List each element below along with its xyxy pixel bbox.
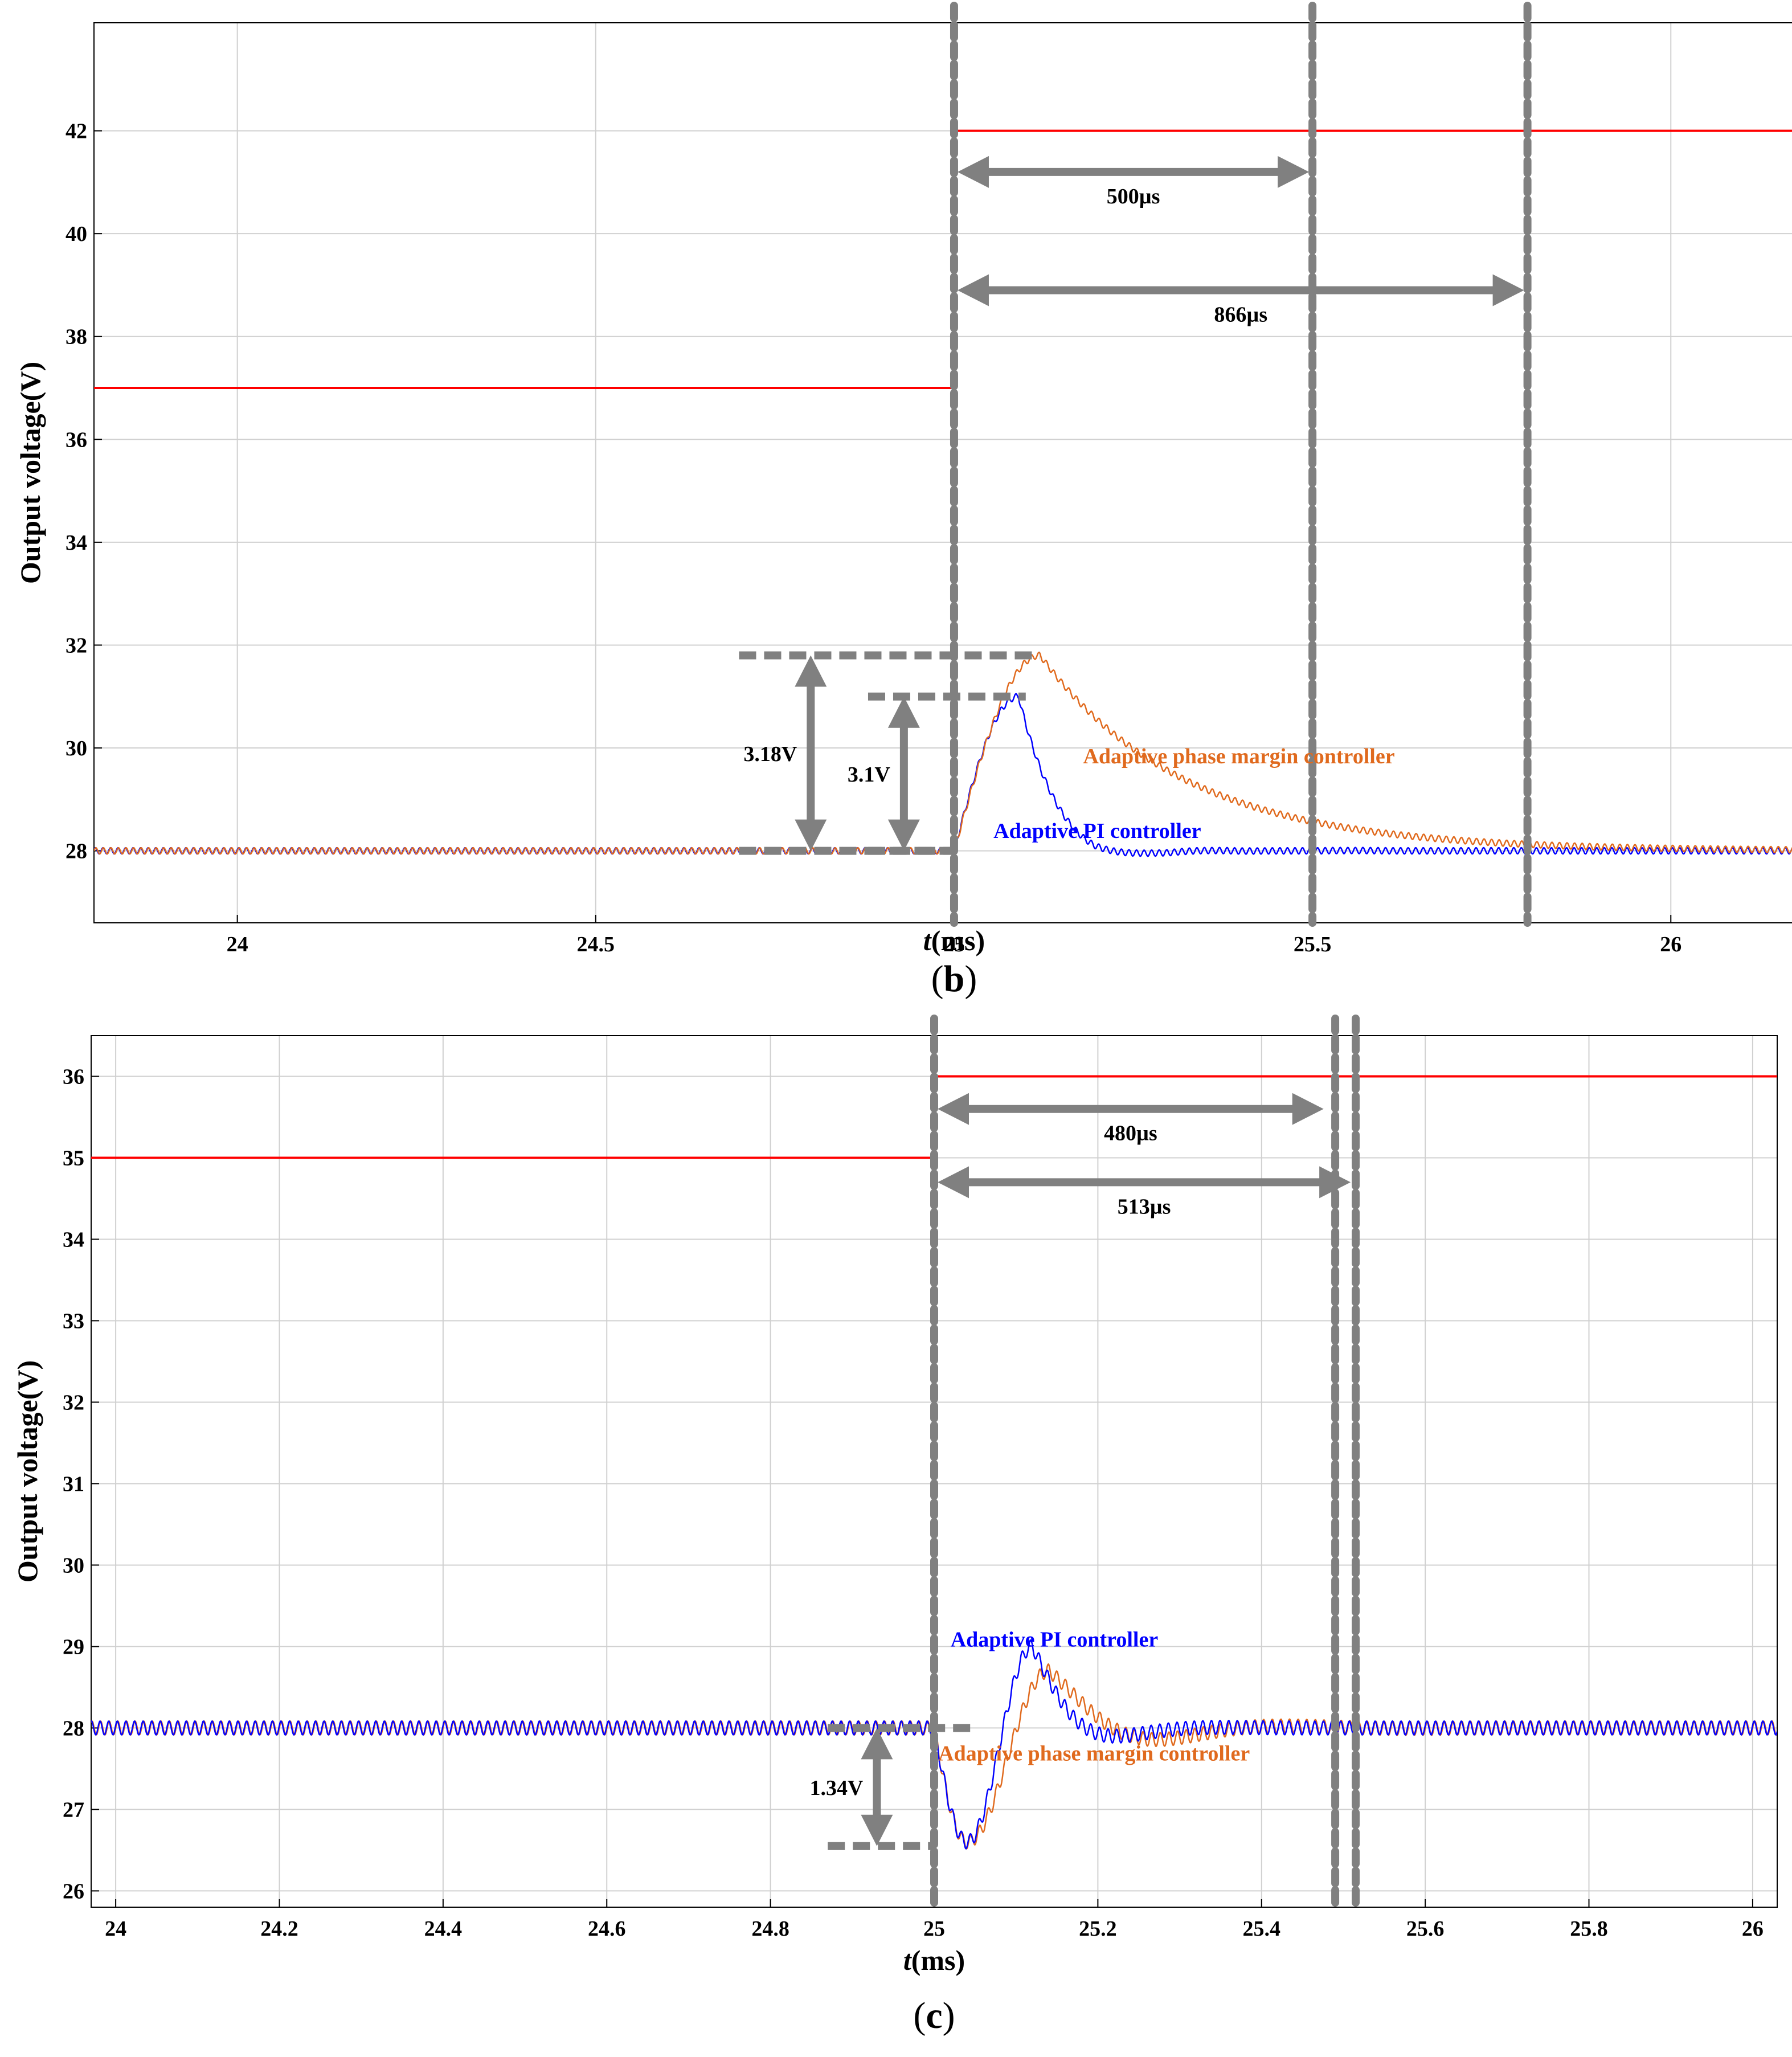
y-axis-label: Output voltage(V)	[11, 1360, 43, 1582]
y-tick-label: 38	[66, 325, 87, 349]
x-tick-label: 24.2	[260, 1917, 298, 1941]
caption-close: )	[943, 1995, 955, 2036]
x-tick-label: 25.2	[1079, 1917, 1117, 1941]
caption-letter: c	[926, 1995, 942, 2036]
arrow-head-top	[887, 696, 920, 728]
chart-panel-b: 24 24.5 25 25.5 26 28 30 32 34 36 38 40 42 Output vol…	[14, 2, 1792, 1000]
x-tick-label: 26	[1742, 1917, 1764, 1941]
x-tick-label: 25	[943, 933, 965, 956]
arrow-head-bottom	[887, 819, 920, 851]
x-axis-label-rest: (ms)	[931, 925, 985, 956]
voltage-arrow-label: 1.34V	[809, 1776, 864, 1800]
x-tick-label: 24	[105, 1917, 126, 1941]
y-tick-label: 27	[63, 1798, 84, 1822]
voltage-arrow	[887, 696, 920, 851]
caption-letter: b	[944, 958, 965, 1000]
time-arrow	[938, 1166, 1351, 1199]
x-tick-label: 24.5	[577, 933, 615, 956]
adaptive-pi-label: Adaptive PI controller	[993, 819, 1201, 843]
x-tick-label: 24.8	[751, 1917, 789, 1941]
time-arrow	[938, 1093, 1324, 1125]
x-axis-label: t(ms)	[903, 1944, 965, 1976]
arrow-head-left	[938, 1166, 969, 1199]
voltage-arrow-label: 3.1V	[848, 763, 891, 787]
arrow-head-left	[957, 274, 989, 306]
arrow-head-left	[957, 156, 989, 188]
time-arrow	[957, 274, 1524, 306]
adaptive-phase-margin-label: Adaptive phase margin controller	[938, 1742, 1250, 1766]
arrow-head-left	[938, 1093, 969, 1125]
voltage-arrow	[795, 655, 827, 851]
y-axis-label: Output voltage(V)	[14, 362, 46, 584]
time-arrow-label: 513µs	[1118, 1195, 1171, 1218]
x-tick-label: 25.6	[1406, 1917, 1445, 1941]
adaptive-phase-margin-curve	[94, 651, 1792, 855]
y-tick-label: 28	[66, 840, 87, 864]
y-tick-label: 34	[66, 531, 87, 555]
arrow-head-right	[1292, 1093, 1324, 1125]
y-tick-label: 35	[63, 1146, 84, 1170]
adaptive-pi-curve	[94, 693, 1792, 857]
arrow-head-bottom	[795, 819, 827, 851]
x-axis-label-rest: (ms)	[911, 1944, 965, 1976]
y-tick-label: 34	[63, 1228, 84, 1252]
y-tick-label: 32	[66, 633, 87, 657]
chart-panel-c: 24 24.2 24.4 24.6 24.8 25 25.2 25.4 25.6 25.8 26 26…	[11, 1015, 1778, 2036]
y-tick-label: 31	[63, 1472, 84, 1496]
panel-caption: (c)	[913, 1995, 955, 2036]
y-tick-label: 26	[63, 1879, 84, 1903]
arrow-head-top	[861, 1728, 893, 1760]
y-tick-label: 30	[63, 1553, 84, 1577]
reference-voltage-line	[94, 129, 1792, 390]
voltage-arrow-label: 3.18V	[743, 742, 797, 766]
arrow-head-bottom	[861, 1814, 893, 1846]
caption-open: (	[913, 1995, 926, 2036]
y-tick-label: 32	[63, 1391, 84, 1414]
x-tick-label: 24	[227, 933, 248, 956]
gridlines	[94, 23, 1792, 923]
x-tick-label: 24.4	[424, 1917, 463, 1941]
arrow-head-top	[795, 655, 827, 687]
x-axis-label: t(ms)	[923, 925, 985, 956]
arrow-head-right	[1278, 156, 1310, 188]
x-tick-label: 25.4	[1243, 1917, 1281, 1941]
x-tick-label: 25.5	[1294, 933, 1332, 956]
x-tick-label: 25	[923, 1917, 945, 1941]
arrow-head-right	[1319, 1166, 1351, 1199]
y-tick-label: 30	[66, 737, 87, 760]
y-tick-label: 33	[63, 1309, 84, 1333]
time-arrow-label: 500µs	[1107, 185, 1160, 208]
caption-close: )	[964, 958, 977, 1000]
y-tick-label: 42	[66, 120, 87, 144]
x-axis-label-italic: t	[923, 925, 932, 956]
time-arrow-label: 480µs	[1104, 1122, 1157, 1146]
caption-open: (	[931, 958, 944, 1000]
arrow-head-right	[1492, 274, 1524, 306]
panel-caption: (b)	[931, 958, 977, 1000]
y-tick-label: 29	[63, 1635, 84, 1659]
y-tick-label: 40	[66, 222, 87, 246]
time-arrow	[957, 156, 1310, 188]
x-tick-label: 26	[1660, 933, 1681, 956]
voltage-arrow	[861, 1728, 893, 1846]
plot-frame	[93, 22, 1792, 923]
x-axis-label-italic: t	[903, 1944, 913, 1976]
x-tick-label: 24.6	[588, 1917, 626, 1941]
y-tick-label: 28	[63, 1716, 84, 1740]
y-tick-label: 36	[66, 428, 87, 452]
adaptive-phase-margin-label: Adaptive phase margin controller	[1083, 745, 1394, 768]
y-tick-label: 36	[63, 1065, 84, 1089]
adaptive-pi-label: Adaptive PI controller	[951, 1627, 1159, 1651]
x-tick-label: 25.8	[1570, 1917, 1608, 1941]
time-arrow-label: 866µs	[1214, 302, 1267, 326]
